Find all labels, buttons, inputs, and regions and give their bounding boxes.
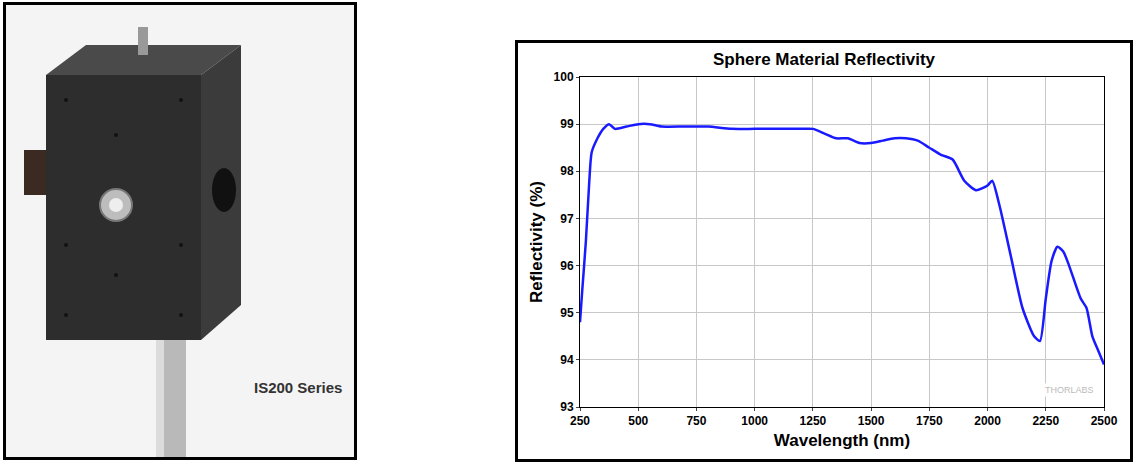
svg-text:THORLABS: THORLABS: [1045, 385, 1094, 395]
svg-text:750: 750: [686, 414, 706, 428]
svg-text:Sphere Material Reflectivity: Sphere Material Reflectivity: [713, 50, 936, 69]
svg-text:97: 97: [560, 212, 574, 226]
svg-text:95: 95: [560, 306, 574, 320]
svg-text:96: 96: [560, 259, 574, 273]
svg-text:94: 94: [560, 353, 574, 367]
svg-text:1250: 1250: [800, 414, 827, 428]
svg-text:Reflectivity (%): Reflectivity (%): [527, 181, 546, 303]
svg-text:2250: 2250: [1032, 414, 1059, 428]
svg-text:1500: 1500: [858, 414, 885, 428]
svg-text:2500: 2500: [1091, 414, 1118, 428]
svg-text:100: 100: [554, 70, 574, 84]
svg-text:1000: 1000: [741, 414, 768, 428]
svg-text:250: 250: [570, 414, 590, 428]
svg-text:Wavelength (nm): Wavelength (nm): [774, 431, 910, 450]
svg-text:1750: 1750: [916, 414, 943, 428]
svg-text:2000: 2000: [974, 414, 1001, 428]
svg-text:IS200 Series: IS200 Series: [254, 379, 342, 396]
svg-text:500: 500: [628, 414, 648, 428]
svg-text:93: 93: [560, 400, 574, 414]
svg-text:98: 98: [560, 164, 574, 178]
svg-text:99: 99: [560, 117, 574, 131]
